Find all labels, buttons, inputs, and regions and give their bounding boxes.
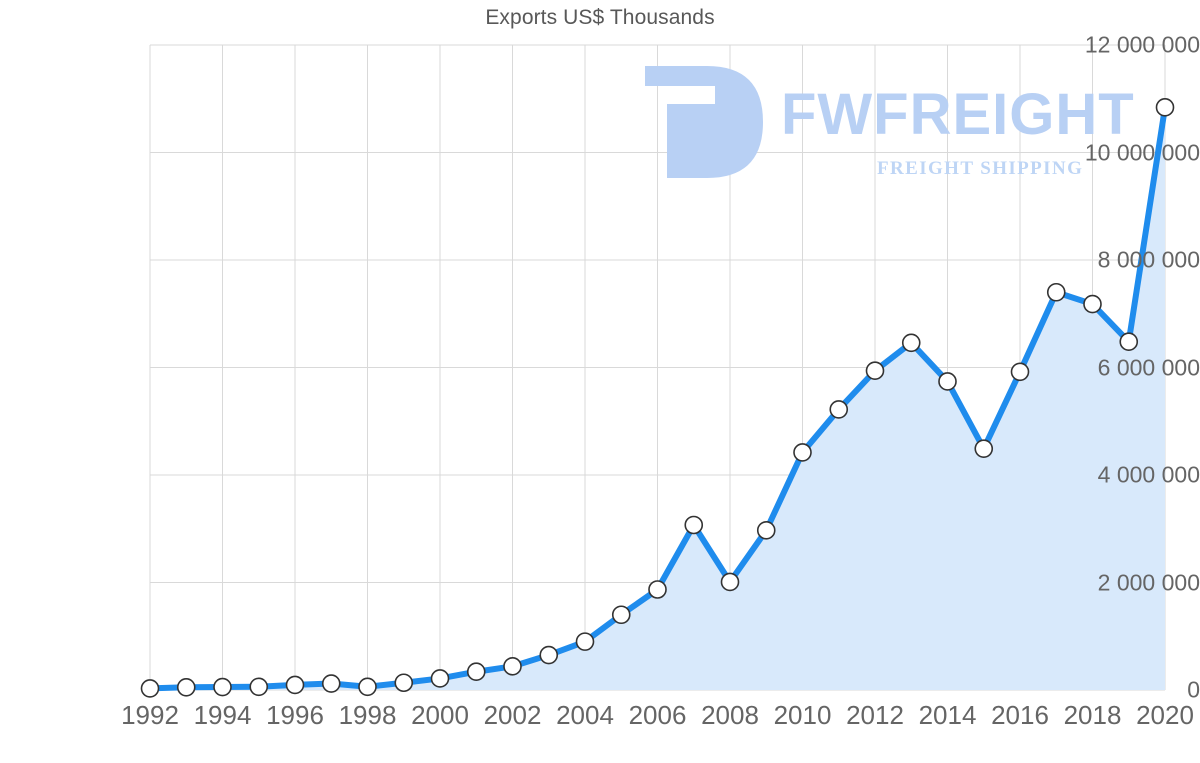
x-axis-tick-label: 2004	[556, 700, 614, 730]
data-point-marker[interactable]: 2008: 2010000	[720, 572, 740, 592]
y-axis-tick-label: 8 000 000	[1097, 246, 1200, 273]
x-axis-tick-label: 2010	[773, 700, 832, 730]
data-point-marker[interactable]: 2004: 900000	[575, 632, 595, 651]
y-axis-tick-label: 6 000 000	[1097, 354, 1200, 380]
x-axis-tick-label: 2006	[628, 700, 687, 730]
data-point-marker[interactable]: 1994: 55000	[213, 677, 232, 697]
x-axis-tick-label: 2000	[411, 700, 469, 730]
data-point-marker[interactable]: 2010: 4420000	[793, 443, 812, 462]
data-point-marker[interactable]: 2016: 5920000	[1010, 362, 1030, 382]
data-point-marker[interactable]: 2006: 1870000	[648, 580, 667, 599]
data-point-marker[interactable]: 2015: 4490000	[974, 439, 994, 458]
x-axis-tick-label: 2014	[918, 700, 977, 730]
data-point-marker[interactable]: 2012: 5940000	[865, 361, 885, 381]
series-markers[interactable]: 1992: 30000 1993: 50000 1994: 55000 1995: 6…	[140, 98, 1175, 698]
data-point-marker[interactable]: 2013: 6460000	[901, 333, 921, 353]
x-axis-tick-label: 1998	[338, 700, 397, 730]
data-point-marker[interactable]: 2002: 440000	[503, 657, 522, 676]
x-axis-tick-label: 2002	[483, 700, 542, 730]
data-point-marker[interactable]: 2003: 650000	[539, 645, 559, 665]
x-axis-tick-label: 2020	[1136, 700, 1194, 730]
data-point-marker[interactable]: 2011: 5220000	[829, 400, 849, 419]
data-point-marker[interactable]: 2007: 3070000	[684, 515, 704, 535]
data-point-marker[interactable]: 2005: 1400000	[611, 605, 631, 625]
x-axis-tick-label: 2008	[701, 700, 759, 730]
x-axis-tick-label: 2012	[846, 700, 904, 730]
data-point-marker[interactable]: 2001: 340000	[466, 662, 486, 682]
data-point-marker[interactable]: 2000: 215000	[430, 669, 450, 688]
data-point-marker[interactable]: 2018: 7180000	[1083, 294, 1102, 314]
series-area-fill	[150, 107, 1165, 691]
data-point-marker[interactable]: 2019: 6480000	[1119, 332, 1139, 352]
y-axis-tick-label: 2 000 000	[1097, 569, 1200, 595]
data-point-marker[interactable]: 1999: 135000	[394, 673, 414, 693]
y-axis-tick-label: 10 000 000	[1084, 139, 1200, 165]
data-point-marker[interactable]: 2017: 7400000	[1046, 282, 1066, 302]
x-axis-tick-label: 1992	[121, 700, 179, 730]
y-axis-tick-label: 4 000 000	[1097, 461, 1200, 488]
x-axis-tick-label: 2018	[1063, 700, 1122, 730]
y-axis-tick-label: 0	[1187, 676, 1200, 703]
data-point-marker[interactable]: 1996: 95000	[285, 675, 305, 695]
data-point-marker[interactable]: 2014: 5740000	[938, 372, 957, 391]
chart-title: Exports US$ Thousands	[485, 6, 715, 29]
data-point-marker[interactable]: 2009: 2970000	[756, 521, 776, 540]
x-axis-tick-label: 2016	[991, 700, 1049, 730]
x-axis-tick-label: 1994	[193, 700, 252, 730]
y-axis-tick-label: 12 000 000	[1084, 31, 1200, 58]
data-point-marker[interactable]: 1992: 30000	[140, 679, 160, 698]
data-point-marker[interactable]: 2020: 10840000	[1155, 98, 1175, 117]
x-axis-tick-label: 1996	[266, 700, 324, 730]
data-point-marker[interactable]: 1993: 50000	[176, 678, 196, 697]
